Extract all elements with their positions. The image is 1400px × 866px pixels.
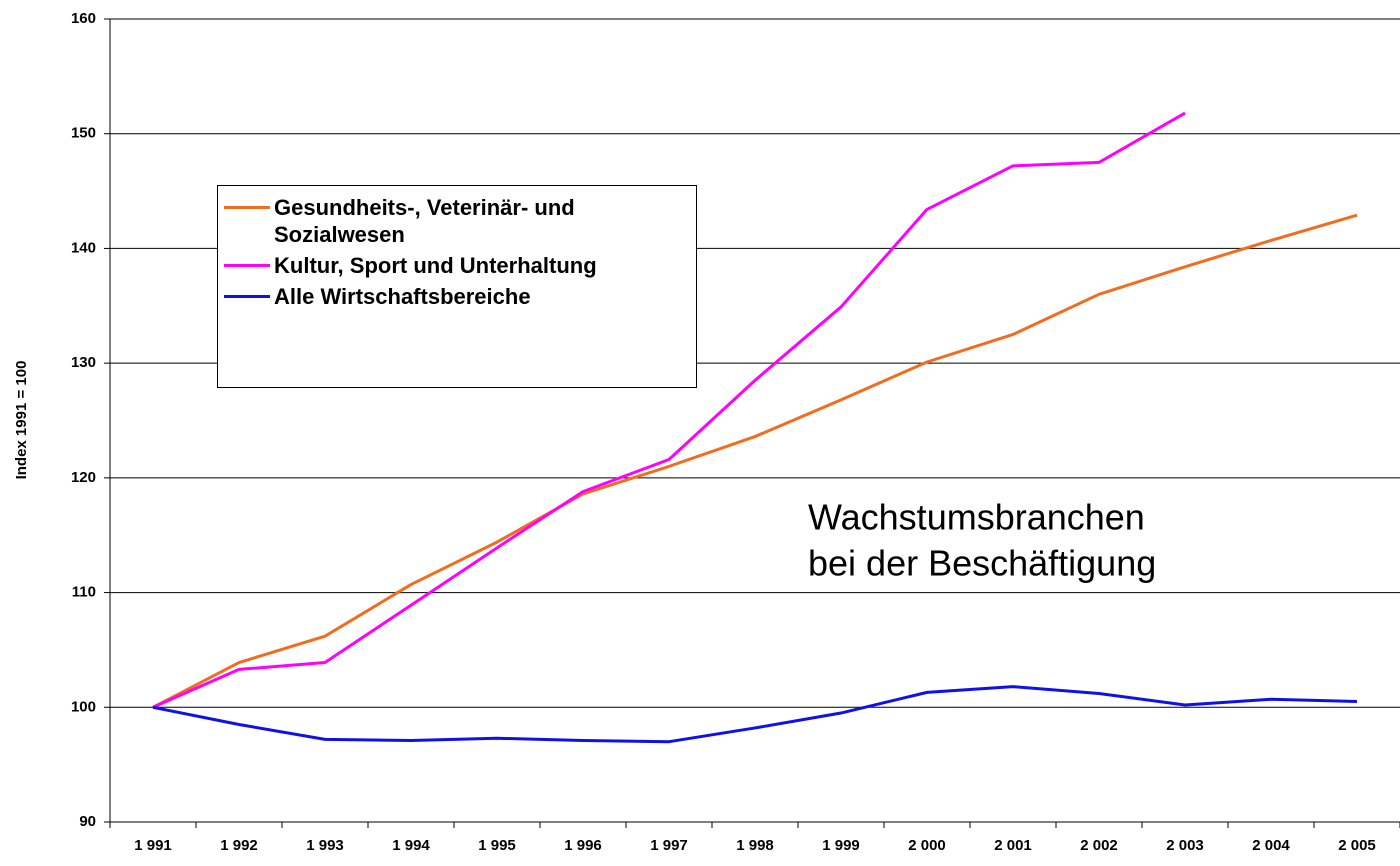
- x-tick-label: 1 992: [220, 837, 258, 854]
- y-tick-label: 100: [71, 698, 96, 715]
- legend-label: Kultur, Sport und Unterhaltung: [274, 253, 597, 278]
- x-tick-label: 1 991: [134, 837, 172, 854]
- legend-item: Kultur, Sport und Unterhaltung: [224, 252, 690, 279]
- x-tick-label: 2 002: [1080, 837, 1118, 854]
- y-tick-label: 140: [71, 239, 96, 256]
- x-tick-label: 1 993: [306, 837, 344, 854]
- y-tick-label: 150: [71, 125, 96, 142]
- x-tick-label: 1 996: [564, 837, 602, 854]
- y-axis-label: Index 1991 = 100: [13, 361, 30, 480]
- legend-item: Gesundheits-, Veterinär- und Sozialwesen: [224, 194, 690, 248]
- x-tick-label: 1 994: [392, 837, 430, 854]
- x-tick-label: 2 001: [994, 837, 1032, 854]
- y-tick-label: 90: [79, 813, 96, 830]
- legend-swatch: [224, 295, 270, 298]
- y-tick-label: 120: [71, 469, 96, 486]
- legend-label: Gesundheits-, Veterinär- und Sozialwesen: [274, 195, 575, 247]
- y-tick-label: 130: [71, 354, 96, 371]
- annotation: bei der Beschäftigung: [808, 543, 1156, 584]
- x-tick-label: 1 998: [736, 837, 774, 854]
- x-tick-label: 1 997: [650, 837, 688, 854]
- legend-swatch: [224, 264, 270, 267]
- x-tick-label: 2 000: [908, 837, 946, 854]
- y-tick-label: 110: [72, 584, 96, 601]
- series-line: [152, 685, 1358, 744]
- y-tick-label: 160: [71, 10, 96, 27]
- x-tick-label: 2 004: [1252, 837, 1290, 854]
- annotation: Wachstumsbranchen: [808, 497, 1145, 538]
- legend-item: Alle Wirtschaftsbereiche: [224, 283, 690, 310]
- legend: Gesundheits-, Veterinär- und Sozialwesen…: [217, 185, 697, 388]
- series-line: [152, 111, 1186, 709]
- x-tick-label: 1 995: [478, 837, 516, 854]
- x-tick-label: 2 003: [1166, 837, 1204, 854]
- legend-swatch: [224, 206, 270, 209]
- x-tick-label: 2 005: [1338, 837, 1376, 854]
- series-line: [152, 213, 1358, 709]
- x-tick-label: 1 999: [822, 837, 860, 854]
- legend-label: Alle Wirtschaftsbereiche: [274, 284, 531, 309]
